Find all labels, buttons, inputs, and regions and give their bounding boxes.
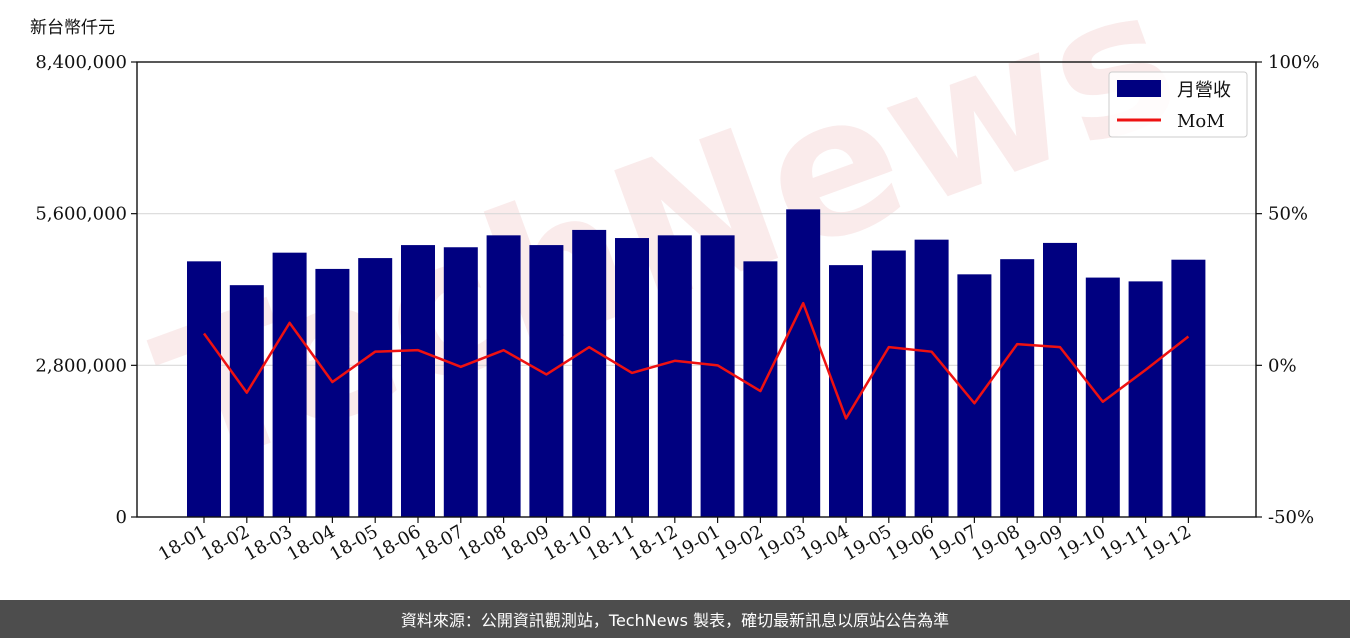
- y-left-unit-label: 新台幣仟元: [30, 18, 115, 38]
- x-tick-label: 18-05: [326, 521, 381, 565]
- mom-line: [202, 301, 1190, 420]
- bar-18-11: [615, 238, 649, 517]
- x-tick-label: 18-02: [198, 521, 253, 565]
- bar-19-10: [1085, 277, 1120, 517]
- bar-18-03: [272, 252, 307, 517]
- source-footer: 資料來源：公開資訊觀測站，TechNews 製表，確切最新訊息以原站公告為準: [0, 600, 1350, 638]
- x-tick-label: 18-08: [455, 521, 510, 565]
- x-tick-label: 19-08: [968, 521, 1023, 565]
- y-right-tick-label: -50%: [1268, 507, 1314, 528]
- bar-19-12: [1171, 259, 1206, 517]
- bar-18-05: [358, 258, 393, 517]
- y-left-tick-label: 2,800,000: [35, 355, 127, 376]
- bar-19-06: [914, 239, 949, 517]
- bar-18-09: [529, 245, 564, 518]
- plot-frame: [136, 61, 1257, 518]
- legend-line-label: MoM: [1177, 111, 1225, 132]
- legend-bar-swatch: [1117, 80, 1161, 97]
- bar-19-07: [957, 274, 992, 517]
- revenue-chart: TechNews 新台幣仟元 02,800,0005,600,0008,400,…: [30, 0, 1319, 565]
- bar-18-10: [572, 229, 607, 517]
- y-right-tick-label: 50%: [1268, 204, 1308, 225]
- legend-bar-label: 月營收: [1177, 80, 1231, 101]
- x-tick-label: 19-09: [1011, 521, 1066, 565]
- x-tick-label: 19-06: [883, 521, 938, 565]
- x-tick-label: 18-03: [241, 521, 296, 565]
- bar-19-09: [1043, 242, 1077, 517]
- x-tick-label: 19-02: [711, 521, 766, 565]
- bar-19-03: [786, 209, 821, 518]
- bar-19-04: [829, 265, 863, 517]
- y-left-tick-label: 0: [116, 507, 127, 528]
- bar-19-05: [871, 250, 906, 517]
- mom-line-series: [202, 301, 1190, 420]
- x-tick-label: 18-06: [369, 521, 424, 565]
- bar-19-01: [700, 235, 735, 518]
- y-right-tick-label: 100%: [1268, 52, 1319, 73]
- x-tick-label: 19-05: [840, 521, 895, 565]
- bar-18-12: [657, 235, 692, 518]
- y-left-tick-label: 5,600,000: [35, 204, 127, 225]
- bar-19-11: [1128, 281, 1163, 517]
- bar-18-06: [401, 245, 435, 518]
- bar-series: [187, 209, 1206, 518]
- y-right-tick-label: 0%: [1268, 355, 1297, 376]
- x-tick-label: 19-07: [925, 521, 980, 565]
- bar-19-08: [1000, 259, 1035, 517]
- x-tick-label: 18-12: [626, 521, 681, 565]
- legend: 月營收 MoM: [1108, 71, 1248, 138]
- bar-18-04: [315, 268, 350, 517]
- x-tick-label: 19-11: [1097, 521, 1152, 565]
- x-tick-label: 18-04: [283, 521, 338, 565]
- x-tick-label: 19-01: [669, 521, 724, 565]
- source-text: 資料來源：公開資訊觀測站，TechNews 製表，確切最新訊息以原站公告為準: [400, 611, 950, 630]
- x-tick-label: 18-11: [583, 521, 638, 565]
- x-tick-label: 19-12: [1139, 521, 1194, 565]
- x-tick-label: 18-07: [412, 521, 467, 565]
- x-tick-label: 19-03: [754, 521, 809, 565]
- x-tick-label: 18-01: [155, 521, 210, 565]
- y-left-tick-label: 8,400,000: [35, 52, 127, 73]
- x-tick-label: 18-09: [497, 521, 552, 565]
- bar-18-01: [187, 261, 221, 517]
- x-tick-label: 19-10: [1054, 521, 1109, 565]
- bar-18-02: [229, 285, 264, 517]
- x-tick-label: 18-10: [540, 521, 595, 565]
- bar-18-08: [486, 235, 521, 518]
- bar-18-07: [443, 247, 478, 517]
- x-tick-label: 19-04: [797, 521, 852, 565]
